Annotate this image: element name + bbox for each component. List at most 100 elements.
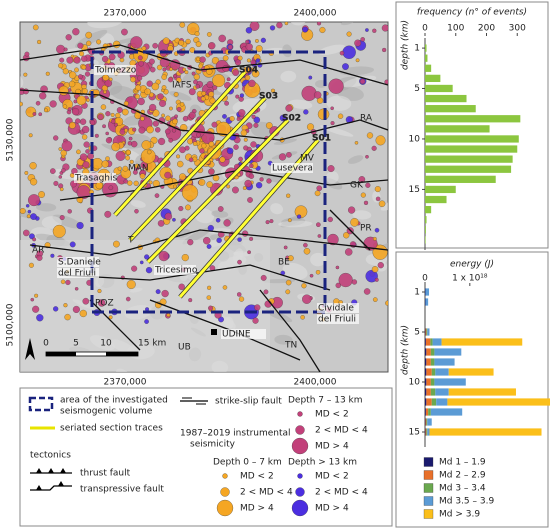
bar	[425, 165, 512, 173]
bar-segment	[431, 368, 436, 376]
event	[371, 266, 379, 273]
event	[201, 143, 207, 149]
event	[148, 180, 153, 185]
event	[354, 39, 362, 47]
event	[212, 85, 218, 91]
event	[285, 104, 293, 112]
event	[169, 106, 173, 111]
label: 2 < MD < 4	[315, 426, 368, 436]
event	[176, 77, 182, 83]
bar-segment	[425, 338, 426, 346]
event	[24, 171, 29, 175]
event	[113, 122, 118, 127]
event	[158, 99, 167, 107]
event	[27, 209, 32, 214]
event	[250, 141, 257, 148]
event	[244, 179, 252, 188]
event	[121, 108, 129, 116]
scale-label: 5	[73, 339, 79, 349]
event	[176, 106, 182, 112]
fault-label: T	[127, 236, 134, 246]
event	[243, 137, 248, 142]
event	[104, 79, 113, 87]
event	[32, 24, 39, 31]
event	[82, 125, 90, 134]
event	[192, 141, 198, 146]
thrust-tooth	[36, 485, 42, 490]
event	[372, 297, 378, 302]
event	[171, 128, 177, 133]
bar-segment	[441, 338, 523, 346]
event	[232, 186, 239, 194]
event	[140, 116, 145, 121]
event	[201, 130, 215, 144]
fault-label: AR	[32, 246, 44, 256]
label: MD > 4	[240, 504, 274, 514]
event	[69, 71, 77, 79]
event	[140, 148, 156, 164]
event	[125, 149, 131, 155]
event	[199, 148, 205, 154]
event	[139, 173, 146, 179]
bar-segment	[425, 348, 427, 356]
event	[29, 233, 35, 240]
bar	[425, 94, 467, 103]
event	[240, 129, 248, 137]
event	[303, 248, 311, 255]
event	[188, 298, 193, 303]
event	[222, 114, 227, 119]
x-tick-label: 300	[509, 24, 526, 34]
fault	[89, 299, 141, 351]
event	[144, 88, 151, 95]
bar-segment	[434, 378, 466, 386]
bar-segment	[436, 398, 448, 406]
bar	[425, 84, 453, 93]
event	[251, 114, 256, 119]
event	[211, 121, 218, 128]
bar-segment	[425, 388, 427, 396]
event	[207, 224, 214, 232]
event	[59, 57, 65, 63]
event	[130, 140, 138, 148]
event	[193, 73, 200, 80]
event	[164, 171, 172, 179]
event	[244, 75, 251, 81]
event	[73, 56, 81, 64]
bar-segment	[427, 328, 430, 336]
event	[146, 149, 152, 155]
event	[249, 163, 254, 169]
place-bg	[57, 257, 99, 267]
event	[168, 138, 174, 143]
bar-segment	[425, 298, 429, 306]
bar	[425, 175, 496, 183]
event	[309, 273, 314, 278]
event	[158, 250, 169, 262]
place-label: Trasaghis	[74, 174, 118, 184]
event	[134, 209, 139, 214]
event	[226, 77, 231, 82]
legend-label: Md 1 – 1.9	[439, 458, 486, 468]
event	[363, 288, 371, 295]
event	[30, 178, 38, 186]
scale-label: 0	[43, 339, 49, 349]
legend-dot	[216, 499, 234, 517]
event	[23, 88, 29, 95]
relief	[87, 22, 123, 29]
event	[60, 279, 66, 285]
event	[208, 168, 215, 175]
bar-segment	[425, 398, 427, 406]
event	[188, 157, 194, 163]
event	[76, 149, 81, 155]
event	[181, 184, 199, 201]
event	[266, 178, 272, 184]
event	[49, 100, 57, 108]
event	[101, 55, 109, 63]
event	[39, 92, 47, 100]
fault-label: POZ	[95, 299, 114, 309]
event	[246, 58, 251, 63]
event	[127, 141, 133, 146]
event	[208, 42, 216, 50]
bar-segment	[426, 378, 431, 386]
event	[259, 177, 264, 182]
event	[162, 67, 167, 72]
